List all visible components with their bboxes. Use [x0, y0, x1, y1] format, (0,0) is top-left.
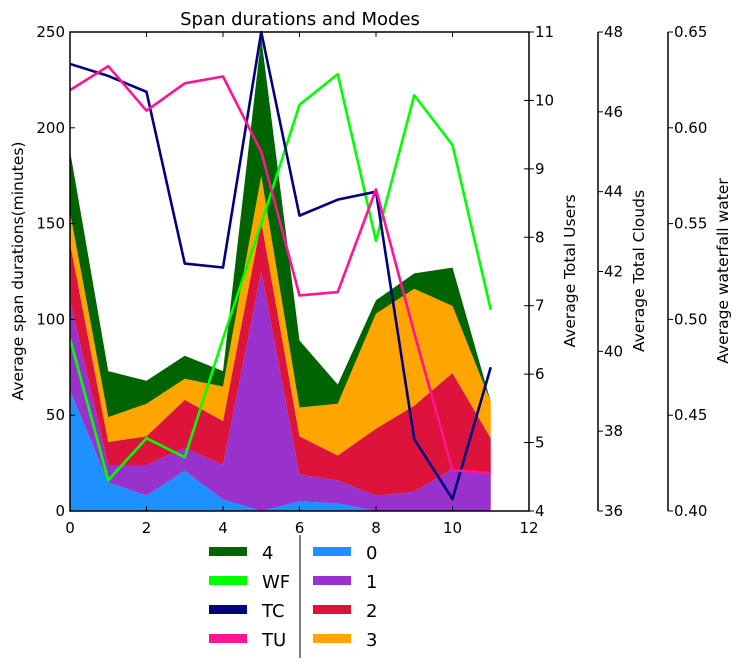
right-axis-tick-label: 0.40: [674, 502, 707, 520]
legend-swatch-1: [313, 576, 351, 585]
right-axis-tick-label: 44: [604, 183, 623, 201]
line-series-WF: [68, 72, 493, 482]
x-tick-label: 10: [443, 519, 462, 537]
y-tick-label: 100: [36, 310, 65, 328]
right-axis-tick-label: 6: [535, 365, 545, 383]
series-lines: [68, 30, 493, 501]
right-axis-tick-label: 8: [535, 228, 545, 246]
legend-swatch-0: [313, 547, 351, 556]
chart-title: Span durations and Modes: [180, 9, 420, 30]
right-axis-tick-label: 48: [604, 23, 623, 41]
legend-label-WF: WF: [262, 572, 290, 593]
right-axis-tick-label: 10: [535, 91, 554, 109]
right-axis-tick-label: 9: [535, 160, 545, 178]
right-axis-tick-label: 42: [604, 263, 623, 281]
y-tick-label: 0: [55, 502, 65, 520]
y-tick-label: 250: [36, 23, 65, 41]
right-axis-tick-label: 0.55: [674, 215, 707, 233]
legend-label-4: 4: [262, 543, 273, 564]
legend: 4 WF TC TU 0 1 2 3: [209, 535, 377, 658]
area-series-2: [70, 221, 491, 496]
right-axis-tick-label: 36: [604, 502, 623, 520]
right-axis-tick-label: 40: [604, 342, 623, 360]
right-axis-users: 4 5 6 7 8 9 10 11 Average Total Users: [524, 23, 579, 520]
legend-swatch-TC: [209, 605, 247, 614]
x-tick-label: 2: [142, 519, 152, 537]
x-tick-label: 12: [519, 519, 538, 537]
legend-swatch-3: [313, 634, 351, 643]
right-axis-tick-label: 7: [535, 297, 545, 315]
right-axis-tick-label: 4: [535, 502, 545, 520]
y-tick-label: 150: [36, 215, 65, 233]
x-tick-label: 4: [218, 519, 228, 537]
legend-swatch-4: [209, 547, 247, 556]
right-axis-waterfall: 0.40 0.45 0.50 0.55 0.60 0.65 Average waterfal…: [667, 23, 732, 520]
legend-swatch-WF: [209, 576, 247, 585]
legend-label-2: 2: [366, 601, 377, 622]
legend-label-3: 3: [366, 630, 377, 651]
right-axes: 4 5 6 7 8 9 10 11 Average Total Users 36 38 40 42 44 4…: [524, 23, 732, 520]
right-axis-tick-label: 11: [535, 23, 554, 41]
x-tick-label: 6: [295, 519, 305, 537]
right-axis-tick-label: 38: [604, 422, 623, 440]
right-axis-label: Average waterfall water: [714, 178, 732, 364]
y-tick-label: 50: [46, 406, 65, 424]
right-axis-label: Average Total Clouds: [630, 190, 648, 352]
x-tick-label: 0: [65, 519, 75, 537]
y-tick-label: 200: [36, 119, 65, 137]
right-axis-tick-label: 0.50: [674, 310, 707, 328]
stacked-areas: [70, 37, 491, 511]
area-series-0: [70, 390, 491, 511]
legend-swatch-TU: [209, 634, 247, 643]
right-axis-tick-label: 0.65: [674, 23, 707, 41]
right-axis-tick-label: 0.60: [674, 119, 707, 137]
right-axis-tick-label: 5: [535, 434, 545, 452]
legend-label-TU: TU: [261, 630, 286, 651]
axes-ticks: 0 2 4 6 8 10 12 0 50 100 150 200 250: [36, 23, 538, 537]
y-axis-label-left: Average span durations(minutes): [9, 142, 27, 401]
line-series-TU: [69, 64, 491, 475]
legend-label-0: 0: [366, 543, 377, 564]
right-axis-tick-label: 46: [604, 103, 623, 121]
line-series-TC: [69, 30, 492, 501]
area-series-3: [70, 175, 491, 456]
right-axis-label: Average Total Users: [561, 194, 579, 347]
legend-label-1: 1: [366, 572, 377, 593]
right-axis-clouds: 36 38 40 42 44 46 48 Average Total Clouds: [597, 23, 648, 520]
legend-swatch-2: [313, 605, 351, 614]
right-axis-tick-label: 0.45: [674, 406, 707, 424]
area-series-1: [70, 271, 491, 511]
x-tick-label: 8: [371, 519, 381, 537]
legend-label-TC: TC: [261, 601, 285, 622]
